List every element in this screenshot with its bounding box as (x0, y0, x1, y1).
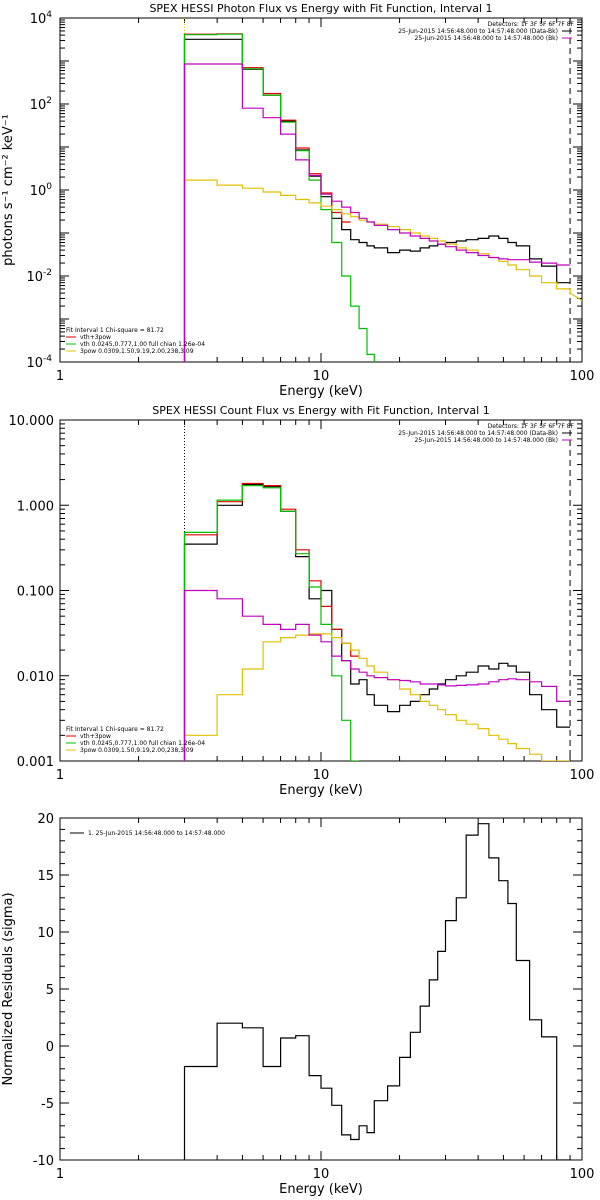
fit-legend-entry: vth 0.0245,0.777,1.00 full chian 1.26e-0… (80, 740, 205, 747)
y-tick-label: 0.100 (17, 585, 54, 600)
y-tick-exponent: -4 (43, 354, 52, 364)
chart-title: SPEX HESSI Count Flux vs Energy with Fit… (152, 404, 489, 417)
x-axis-label: Energy (keV) (279, 783, 363, 798)
y-axis-label: photons s⁻¹ cm⁻² keV⁻¹ (1, 114, 16, 266)
y-tick-base: 10 (26, 270, 43, 285)
y-tick-exponent: 2 (46, 96, 52, 106)
y-tick-base: 10 (26, 356, 43, 371)
legend-entry: 1. 25-Jun-2015 14:56:48.000 to 14:57:48.… (88, 830, 225, 837)
y-tick-label: 15 (37, 869, 54, 884)
time-legend-entry: 25-Jun-2015 14:56:48.000 to 14:57:48.000… (398, 430, 558, 437)
plot-frame (59, 817, 583, 1161)
y-tick-exponent: -2 (43, 268, 52, 278)
x-tick-label: 100 (570, 1167, 595, 1182)
x-tick-label: 10 (313, 369, 330, 384)
time-legend-entry: 25-Jun-2015 14:56:48.000 to 14:57:48.000… (415, 437, 558, 444)
fit-legend-entry: 3pow 0.0309,1.50,9.19,2.00,238,3.09 (80, 747, 194, 754)
panel-3: 1 10 100 -10 -5 0 5 10 15 20 Energy (keV) Normalize… (1, 812, 594, 1197)
series-data-bk (183, 483, 571, 761)
time-legend-entry: 25-Jun-2015 14:56:48.000 to 14:57:48.000… (398, 28, 558, 35)
series-vth-3pow (183, 33, 351, 362)
detectors-label: Detectors: 1F 3F 5F 6F 7F 8F (488, 423, 575, 430)
y-tick-label: 0.010 (17, 670, 54, 685)
y-tick-label: 0 (46, 1040, 54, 1055)
y-tick-label: 100 (30, 182, 53, 199)
series-1 (183, 823, 571, 1160)
detectors-label: Detectors: 1F 3F 5F 6F 7F 8F (488, 21, 575, 28)
series-data-bk (183, 38, 571, 362)
y-tick-label: 1.000 (17, 499, 54, 514)
y-tick-label: 104 (30, 10, 53, 27)
series-bk (183, 589, 571, 761)
x-axis-label: Energy (keV) (279, 384, 363, 399)
series-vth-3pow (183, 482, 360, 761)
y-tick-label: 5 (46, 983, 54, 998)
x-tick-label: 10 (313, 1167, 330, 1182)
x-tick-label: 100 (570, 369, 595, 384)
x-axis-label: Energy (keV) (279, 1182, 363, 1197)
series-bk (183, 63, 571, 362)
y-tick-base: 10 (30, 184, 47, 199)
fit-title: Fit Interval 1 Chi-square = 81.72 (66, 327, 164, 334)
fit-legend-entry: vth+3pow (80, 733, 111, 740)
y-tick-label: -5 (41, 1097, 54, 1112)
y-axis-label: Normalized Residuals (sigma) (1, 892, 16, 1085)
fit-legend-entry: vth+3pow (80, 334, 111, 341)
y-tick-exponent: 0 (46, 182, 52, 192)
y-tick-label: 10-2 (26, 268, 52, 285)
series-group (183, 33, 582, 362)
x-tick-label: 100 (570, 768, 595, 783)
panel-2: 1 10 100 0.001 0.010 0.100 1.000 10.000 SPEX HES… (9, 404, 595, 798)
y-tick-base: 10 (30, 12, 47, 27)
series-3pow (183, 633, 571, 761)
fit-legend-entry: vth 0.0245,0.777,1.00 full chian 1.26e-0… (80, 341, 205, 348)
fit-title: Fit Interval 1 Chi-square = 81.72 (66, 726, 164, 733)
y-tick-exponent: 4 (46, 10, 52, 20)
chart-title: SPEX HESSI Photon Flux vs Energy with Fi… (149, 2, 492, 15)
time-legend-entry: 25-Jun-2015 14:56:48.000 to 14:57:48.000… (415, 35, 558, 42)
y-tick-label: 102 (30, 96, 52, 113)
x-tick-label: 1 (56, 369, 64, 384)
series-group (183, 823, 571, 1160)
y-tick-base: 10 (30, 98, 47, 113)
y-tick-label: 10 (37, 926, 54, 941)
series-vth (183, 33, 375, 362)
y-tick-label: 10-4 (26, 354, 52, 371)
y-tick-label: -10 (33, 1154, 54, 1169)
series-vth (183, 485, 360, 761)
series-group (183, 482, 571, 761)
y-tick-label: 0.001 (17, 755, 54, 770)
series-3pow (183, 179, 582, 362)
x-tick-label: 1 (56, 768, 64, 783)
y-tick-label: 10.000 (9, 414, 55, 429)
y-tick-label: 20 (37, 812, 54, 827)
fit-legend-entry: 3pow 0.0309,1.50,9.19,2.00,238,3.09 (80, 348, 194, 355)
x-tick-label: 10 (313, 768, 330, 783)
x-tick-label: 1 (56, 1167, 64, 1182)
